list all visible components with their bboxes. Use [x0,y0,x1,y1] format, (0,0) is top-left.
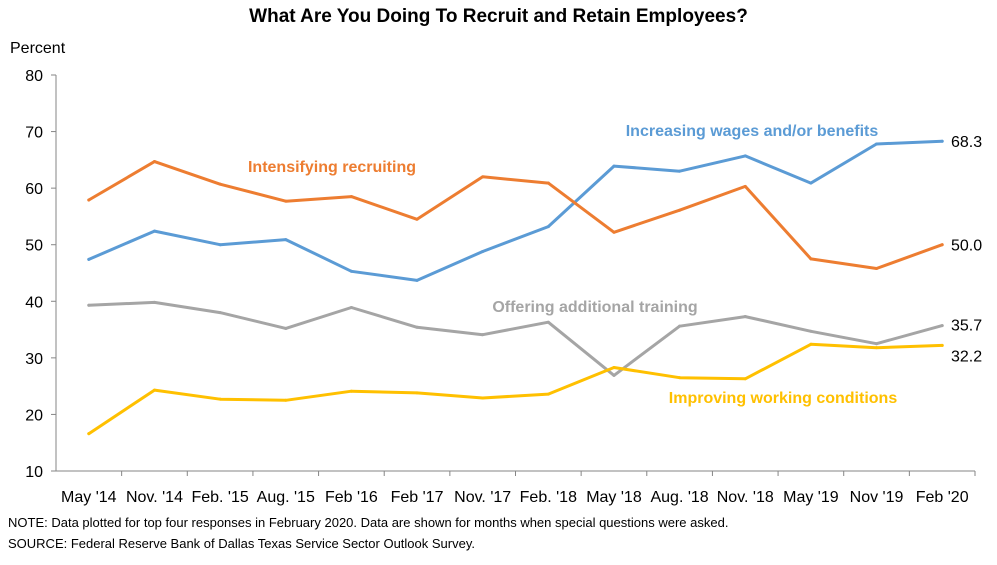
series-label: Increasing wages and/or benefits [626,123,879,140]
data-point [612,373,616,377]
x-tick-label: Nov. '18 [717,489,774,506]
x-tick-label: Feb '17 [391,489,444,506]
data-point [415,325,419,329]
data-point [152,160,156,164]
data-point [349,389,353,393]
data-point [218,397,222,401]
data-point [284,238,288,242]
chart-note: NOTE: Data plotted for top four response… [8,515,729,530]
y-tick-label: 30 [25,351,43,368]
series-line [87,300,944,377]
data-point [809,342,813,346]
x-tick-label: May '18 [586,489,642,506]
chart-title: What Are You Doing To Recruit and Retain… [249,6,748,27]
data-point [940,324,944,328]
data-point [152,388,156,392]
y-tick-label: 10 [25,464,43,481]
data-point [218,182,222,186]
data-point [809,181,813,185]
data-point [546,181,550,185]
data-point [678,169,682,173]
data-point [152,300,156,304]
end-value-label: 32.2 [951,348,982,365]
x-tick-label: Nov. '14 [126,489,183,506]
series-label: Intensifying recruiting [248,159,416,176]
data-point [481,250,485,254]
series-label: Offering additional training [492,299,697,316]
data-point [87,432,91,436]
data-point [546,392,550,396]
data-point [284,326,288,330]
data-point [875,266,879,270]
data-point [743,184,747,188]
y-axis-label: Percent [10,40,66,57]
data-point [809,329,813,333]
end-value-label: 35.7 [951,318,982,335]
data-point [612,230,616,234]
data-point [415,278,419,282]
data-point [940,343,944,347]
data-point [349,195,353,199]
data-point [940,139,944,143]
x-tick-label: May '19 [783,489,839,506]
data-point [481,175,485,179]
data-point [612,365,616,369]
y-tick-label: 60 [25,181,43,198]
data-point [415,391,419,395]
series-line [87,342,944,436]
y-tick-label: 80 [25,68,43,85]
data-point [743,315,747,319]
data-point [284,199,288,203]
x-tick-label: Feb. '15 [191,489,248,506]
chart-source: SOURCE: Federal Reserve Bank of Dallas T… [8,536,475,551]
data-point [284,398,288,402]
data-point [546,225,550,229]
series-label: Improving working conditions [669,390,898,407]
data-point [87,198,91,202]
data-point [678,324,682,328]
data-point [678,208,682,212]
data-point [349,269,353,273]
x-tick-label: May '14 [61,489,117,506]
data-point [415,217,419,221]
data-point [940,243,944,247]
x-tick-label: Nov '19 [850,489,904,506]
data-point [743,377,747,381]
data-point [678,376,682,380]
x-tick-label: Feb '16 [325,489,378,506]
data-point [743,154,747,158]
x-tick-label: Aug. '15 [257,489,315,506]
data-point [875,346,879,350]
series-line [87,160,944,270]
data-point [809,257,813,261]
data-point [875,342,879,346]
x-tick-label: Feb. '18 [520,489,577,506]
data-point [218,311,222,315]
y-tick-label: 70 [25,125,43,142]
y-tick-label: 40 [25,294,43,311]
data-point [546,320,550,324]
data-point [152,229,156,233]
y-tick-label: 50 [25,238,43,255]
series-line [87,139,944,282]
x-tick-label: Feb '20 [916,489,969,506]
x-tick-label: Nov. '17 [454,489,511,506]
series-layer [87,139,944,436]
x-tick-label: Aug. '18 [650,489,708,506]
y-tick-label: 20 [25,407,43,424]
labels-layer: Increasing wages and/or benefits 68.3 Inte… [248,123,982,407]
axes: 10 20 30 40 50 60 70 80 May '14 Nov. '14 Feb. '15 A… [25,68,976,506]
data-point [349,306,353,310]
data-point [218,243,222,247]
data-point [875,142,879,146]
data-point [87,303,91,307]
data-point [481,396,485,400]
end-value-label: 68.3 [951,134,982,151]
end-value-label: 50.0 [951,238,982,255]
data-point [481,333,485,337]
data-point [87,257,91,261]
data-point [612,164,616,168]
